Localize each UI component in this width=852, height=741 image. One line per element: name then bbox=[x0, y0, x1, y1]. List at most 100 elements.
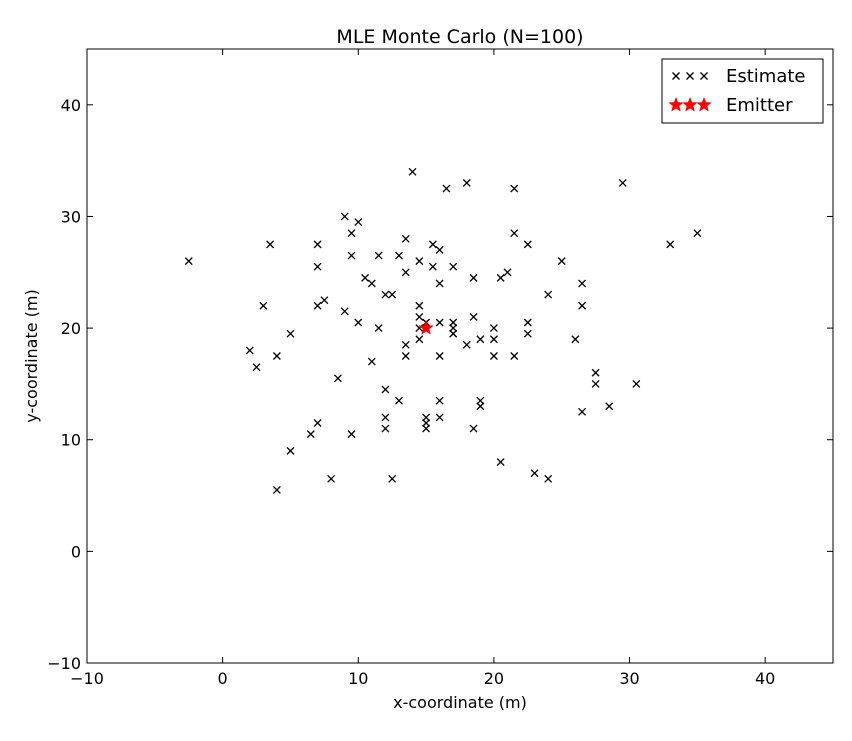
estimate-point bbox=[435, 279, 444, 288]
estimate-point bbox=[693, 229, 702, 238]
estimate-point bbox=[286, 329, 295, 338]
estimate-point bbox=[245, 346, 254, 355]
estimate-point bbox=[496, 458, 505, 467]
estimate-point bbox=[415, 257, 424, 266]
estimate-point bbox=[388, 290, 397, 299]
estimate-point bbox=[462, 179, 471, 187]
estimate-point bbox=[415, 335, 424, 344]
legend-marker-emitter bbox=[696, 96, 712, 112]
estimate-point bbox=[489, 352, 498, 360]
estimate-point bbox=[347, 430, 356, 439]
estimate-point bbox=[462, 340, 471, 349]
estimate-point bbox=[591, 368, 600, 377]
estimate-point bbox=[523, 329, 532, 338]
estimate-point bbox=[578, 301, 587, 310]
emitter-point bbox=[418, 319, 434, 335]
estimate-point bbox=[591, 379, 600, 388]
estimate-point bbox=[347, 229, 356, 238]
chart-title: MLE Monte Carlo (N=100) bbox=[336, 26, 583, 48]
estimate-point bbox=[435, 318, 444, 327]
legend-box bbox=[661, 58, 824, 124]
estimate-point bbox=[530, 469, 539, 478]
estimate-point bbox=[374, 251, 383, 260]
estimate-point bbox=[578, 407, 587, 416]
estimate-point bbox=[313, 301, 322, 310]
estimate-point bbox=[618, 179, 627, 187]
plot-frame bbox=[86, 48, 834, 664]
estimate-point bbox=[395, 396, 403, 405]
estimate-point bbox=[381, 413, 390, 422]
estimate-point bbox=[272, 352, 281, 360]
estimate-point bbox=[449, 329, 458, 338]
estimate-point bbox=[435, 396, 444, 405]
estimate-point bbox=[435, 413, 444, 422]
estimate-point bbox=[401, 352, 410, 360]
estimate-point bbox=[340, 307, 349, 316]
estimate-point bbox=[259, 301, 268, 310]
legend-marker-estimate bbox=[672, 72, 680, 80]
estimate-point bbox=[374, 324, 383, 333]
x-axis-label: x-coordinate (m) bbox=[393, 693, 527, 712]
estimate-point bbox=[401, 268, 410, 277]
estimate-point bbox=[408, 167, 417, 176]
y-tick-label: 10 bbox=[61, 431, 81, 450]
estimate-point bbox=[469, 312, 478, 321]
estimate-point bbox=[266, 240, 275, 249]
estimate-point bbox=[632, 379, 641, 388]
legend-label-estimate: Estimate bbox=[726, 66, 806, 87]
estimate-point bbox=[286, 446, 295, 455]
estimate-point bbox=[422, 424, 431, 433]
legend-marker-emitter bbox=[668, 96, 684, 112]
estimate-point bbox=[354, 218, 363, 226]
estimate-point bbox=[489, 324, 498, 333]
estimate-point bbox=[523, 240, 532, 249]
estimate-point bbox=[415, 301, 424, 310]
estimate-point bbox=[442, 184, 451, 193]
estimate-point bbox=[469, 424, 478, 433]
estimate-point bbox=[557, 257, 566, 266]
estimate-point bbox=[252, 363, 261, 372]
y-tick-label: 40 bbox=[61, 96, 81, 115]
legend-marker-emitter bbox=[682, 96, 698, 112]
y-tick-label: −10 bbox=[47, 654, 81, 673]
estimate-point bbox=[367, 279, 376, 288]
estimate-point bbox=[347, 251, 356, 260]
estimate-point bbox=[354, 318, 363, 327]
estimate-point bbox=[571, 335, 580, 344]
estimate-point bbox=[510, 352, 519, 360]
estimate-point bbox=[428, 240, 437, 249]
estimate-point bbox=[327, 474, 336, 483]
estimate-point bbox=[605, 402, 614, 411]
legend-marker-estimate bbox=[686, 72, 694, 80]
x-tick-label: 30 bbox=[619, 669, 639, 688]
estimate-point bbox=[313, 240, 322, 249]
x-tick-label: 10 bbox=[348, 669, 368, 688]
estimate-point bbox=[503, 268, 512, 277]
estimate-point bbox=[306, 430, 315, 439]
x-tick-label: −10 bbox=[70, 669, 104, 688]
estimate-point bbox=[381, 424, 390, 433]
estimate-point bbox=[415, 312, 424, 321]
estimate-point bbox=[476, 402, 485, 411]
x-tick-label: 20 bbox=[484, 669, 504, 688]
y-tick-label: 0 bbox=[71, 542, 81, 561]
estimate-point bbox=[510, 184, 519, 193]
estimate-point bbox=[435, 245, 444, 254]
legend-marker-estimate bbox=[700, 72, 708, 80]
estimate-point bbox=[313, 419, 322, 427]
x-tick-label: 40 bbox=[755, 669, 775, 688]
estimate-point bbox=[489, 335, 498, 344]
ticks-layer: −10 0 10 20 30 40 −10 0 10 20 30 40 bbox=[47, 49, 833, 688]
estimate-point bbox=[361, 273, 370, 282]
legend-markers bbox=[668, 72, 712, 112]
estimate-point bbox=[666, 240, 675, 249]
legend: Estimate Emitter bbox=[661, 58, 824, 124]
y-tick-label: 20 bbox=[61, 319, 81, 338]
y-tick-label: 30 bbox=[61, 207, 81, 226]
estimate-point bbox=[320, 296, 329, 305]
estimate-point bbox=[395, 251, 403, 260]
estimate-point bbox=[184, 257, 193, 266]
points-layer bbox=[184, 167, 702, 494]
estimate-point bbox=[401, 234, 410, 243]
